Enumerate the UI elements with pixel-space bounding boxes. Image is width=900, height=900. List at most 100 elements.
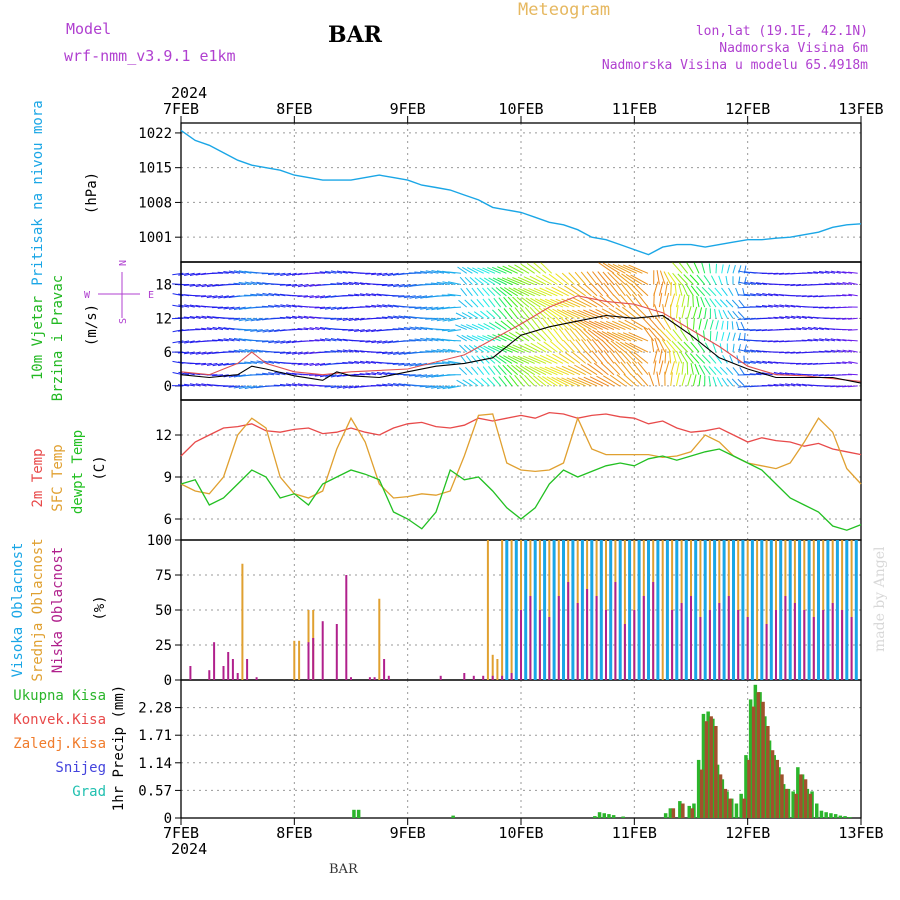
x-tick-label-bottom: 9FEB <box>390 824 426 842</box>
wind-arrow <box>519 318 530 330</box>
wind-arrow <box>348 361 360 364</box>
cloud-ylabel-high: Visoka Oblacnost <box>10 543 26 678</box>
model-name: wrf-nmm_v3.9.1 e1km <box>64 47 236 65</box>
wind-arrow <box>749 373 762 376</box>
wind-arrow <box>342 317 354 321</box>
wind-arrow <box>177 317 190 319</box>
wind-arrow <box>511 364 524 376</box>
wind-arrow <box>675 361 680 375</box>
wind-arrow <box>611 331 632 342</box>
wind-arrow <box>256 293 269 297</box>
precip-bar <box>815 803 819 818</box>
wind-arrow <box>606 294 621 308</box>
wind-arrow <box>577 284 592 297</box>
wind-arrow <box>663 271 672 285</box>
wind-arrow <box>585 350 598 364</box>
wind-arrow <box>732 264 736 274</box>
precip-bar <box>744 755 748 818</box>
wind-arrow <box>520 365 535 376</box>
wind-arrow <box>586 338 598 353</box>
wind-arrow <box>487 345 501 353</box>
wind-arrow <box>807 339 819 342</box>
wind-arrow <box>348 317 360 322</box>
wind-arrow <box>244 361 258 364</box>
wind-arrow <box>178 272 190 276</box>
wind-arrow <box>442 281 456 285</box>
wind-arrow <box>465 366 473 376</box>
wind-arrow <box>614 361 626 376</box>
wind-arrow <box>612 263 632 274</box>
wind-arrow <box>201 327 212 331</box>
wind-arrow <box>628 332 649 342</box>
temperature-ytick-label: 9 <box>164 470 172 486</box>
precip-bar <box>843 816 847 818</box>
wind-arrow <box>398 351 411 355</box>
wind-arrow <box>818 350 830 353</box>
wind-arrow <box>566 377 586 387</box>
wind-arrow <box>477 335 490 342</box>
clouds-panel: 0 25 50 75 100 <box>147 533 862 689</box>
wind-arrow <box>460 324 473 331</box>
precip-bar <box>611 815 616 818</box>
precip-bar <box>607 814 611 818</box>
wind-arrow <box>672 350 677 364</box>
wind-arrow <box>562 339 575 353</box>
wind-arrow <box>503 296 513 308</box>
wind-arrow <box>750 360 762 364</box>
wind-arrow <box>324 350 337 353</box>
wind-arrow <box>549 340 564 353</box>
wind-arrow <box>183 316 195 319</box>
wind-arrow <box>189 383 201 387</box>
wind-arrow <box>223 295 235 299</box>
precip-bar <box>848 817 852 818</box>
wind-arrow <box>359 360 371 364</box>
wind-arrow <box>273 351 286 354</box>
precip-bar <box>663 813 668 818</box>
wind-arrow <box>801 295 813 298</box>
wind-arrow <box>286 272 297 276</box>
wind-arrow <box>695 329 700 342</box>
wind-arrow <box>324 270 337 274</box>
wind-arrow <box>461 312 473 319</box>
wind-arrow <box>847 339 858 342</box>
wind-arrow <box>801 383 813 387</box>
wind-arrow <box>577 377 598 387</box>
wind-arrow <box>574 271 587 285</box>
wind-arrow <box>206 284 218 288</box>
precip-bar <box>701 713 706 818</box>
precip-bar <box>833 814 838 818</box>
wind-arrow <box>813 271 824 274</box>
wind-arrow <box>679 329 689 342</box>
wind-arrow <box>620 282 632 297</box>
wind-arrow <box>617 332 637 342</box>
wind-arrow <box>602 271 615 285</box>
wind-arrow <box>534 329 547 342</box>
precip-bar <box>775 759 779 818</box>
wind-arrow <box>409 326 422 331</box>
pressure-panel: 1022 1015 1008 1001 <box>138 122 862 263</box>
wind-arrow <box>607 271 621 285</box>
precip-bar <box>678 801 682 818</box>
wind-arrow <box>447 360 462 364</box>
wind-arrow <box>716 377 723 387</box>
wind-arrow <box>354 317 365 321</box>
wind-arrow <box>319 271 331 274</box>
wind-arrow <box>507 355 524 364</box>
wind-arrow <box>460 287 468 297</box>
wind-arrow <box>297 295 309 298</box>
wind-arrow <box>762 360 773 364</box>
wind-arrow <box>750 281 762 285</box>
precip-bar <box>718 774 723 818</box>
wind-arrow <box>223 385 235 387</box>
wind-arrow <box>359 329 371 333</box>
wind-arrow <box>233 349 246 353</box>
wind-arrow <box>398 362 411 366</box>
wind-arrow <box>683 341 694 353</box>
wind-arrow <box>488 298 496 308</box>
wind-arrow <box>482 298 490 308</box>
wind-arrow <box>474 378 485 387</box>
wind-arrow <box>268 329 280 333</box>
wind-arrow <box>743 317 756 321</box>
wind-arrow <box>566 309 586 319</box>
wind-arrow <box>756 293 768 297</box>
